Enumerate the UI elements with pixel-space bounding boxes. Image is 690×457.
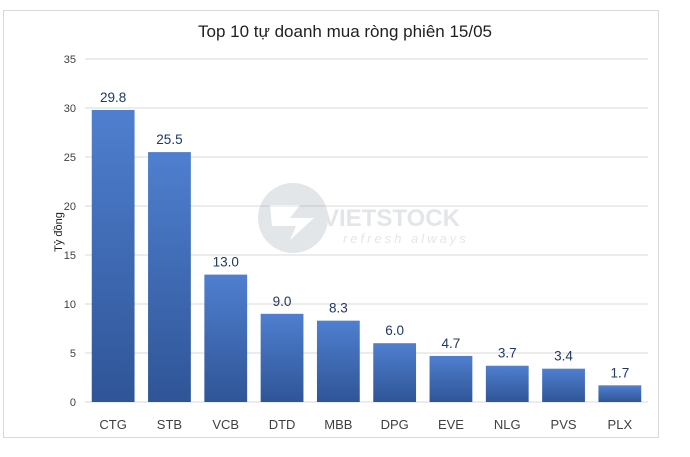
bar-plx xyxy=(598,385,642,402)
y-tick-label: 25 xyxy=(64,152,76,164)
data-label: 1.7 xyxy=(610,365,629,380)
x-tick-label: NLG xyxy=(494,417,521,432)
data-label: 13.0 xyxy=(213,255,239,270)
x-tick-label: CTG xyxy=(99,417,126,432)
bar-dtd xyxy=(260,313,304,402)
y-tick-label: 20 xyxy=(64,201,76,213)
x-tick-label: PVS xyxy=(551,417,577,432)
data-label: 4.7 xyxy=(442,336,461,351)
data-label: 25.5 xyxy=(156,132,182,147)
bar-ctg xyxy=(91,109,135,403)
y-tick-label: 5 xyxy=(70,348,76,360)
bar-stb xyxy=(148,152,191,402)
y-tick-label: 30 xyxy=(64,103,76,115)
x-tick-label: VCB xyxy=(212,417,239,432)
y-tick-label: 35 xyxy=(64,54,76,66)
x-tick-label: DPG xyxy=(381,417,409,432)
y-tick-label: 15 xyxy=(64,250,76,262)
data-label: 29.8 xyxy=(100,90,126,105)
watermark-logo: VIETSTOCK refresh always xyxy=(258,183,469,253)
bar-pvs xyxy=(542,368,585,402)
x-tick-label: STB xyxy=(157,417,182,432)
bar-vcb xyxy=(204,274,248,402)
bar-nlg xyxy=(485,365,529,402)
y-tick-label: 0 xyxy=(70,397,76,409)
x-tick-label: PLX xyxy=(608,417,633,432)
y-tick-label: 10 xyxy=(64,299,76,311)
watermark-tagline: refresh always xyxy=(343,231,469,246)
chart-title: Top 10 tự doanh mua ròng phiên 15/05 xyxy=(198,22,492,41)
data-label: 8.3 xyxy=(329,301,348,316)
data-label: 6.0 xyxy=(385,323,404,338)
data-label: 3.4 xyxy=(554,349,573,364)
bar-eve xyxy=(429,355,473,402)
bar-dpg xyxy=(373,343,417,402)
y-axis-label: Tỷ đồng xyxy=(53,212,65,252)
watermark-brand: VIETSTOCK xyxy=(323,205,461,232)
bar-mbb xyxy=(316,320,360,402)
data-label: 3.7 xyxy=(498,346,517,361)
x-tick-label: DTD xyxy=(269,417,296,432)
x-tick-label: MBB xyxy=(324,417,352,432)
data-label: 9.0 xyxy=(273,294,292,309)
x-tick-label: EVE xyxy=(438,417,464,432)
